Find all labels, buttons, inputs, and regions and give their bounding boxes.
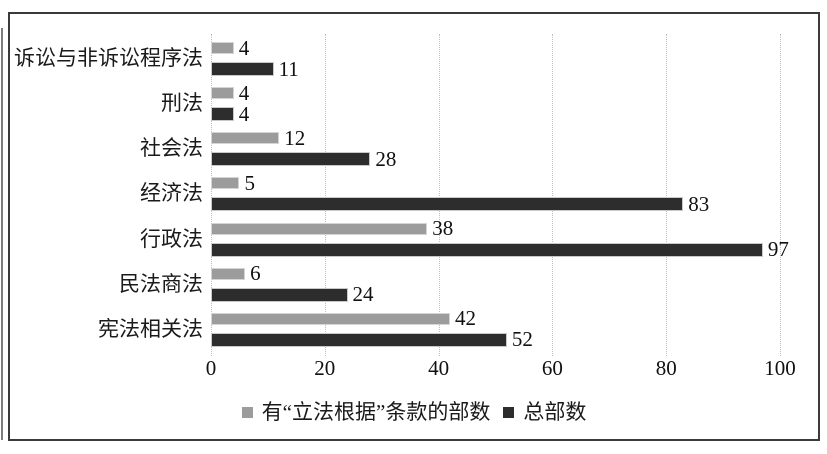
bar-value-label: 12 (284, 125, 306, 150)
bar-line: 52 (211, 329, 818, 350)
bar-series1 (211, 312, 450, 325)
left-edge-line (1, 28, 3, 440)
bar-line: 42 (211, 308, 818, 329)
category-row: 社会法 12 28 (10, 126, 818, 171)
bar-series1 (211, 222, 428, 235)
bar-rows: 诉讼与非诉讼程序法 4 11 刑法 4 4 社会法 12 28 经济法 5 83 行政法 38 97 民法商法… (10, 36, 818, 352)
bar-series2 (211, 242, 763, 257)
category-label: 行政法 (140, 226, 203, 251)
bar-series2 (211, 287, 348, 302)
bar-line: 5 (211, 170, 818, 195)
bar-group: 4 11 (211, 35, 818, 81)
x-axis-tick-label: 40 (428, 356, 450, 380)
bar-value-label: 6 (250, 261, 261, 286)
bar-value-label: 83 (688, 191, 710, 216)
bar-line: 12 (211, 125, 818, 150)
gridline (666, 34, 668, 356)
bar-series2 (211, 62, 274, 77)
bar-value-label: 42 (454, 306, 476, 331)
bar-line: 4 (211, 101, 818, 126)
bar-value-label: 24 (352, 282, 374, 307)
x-axis-tick-label: 80 (655, 356, 677, 380)
legend-item-series1: 有“立法根据”条款的部数 (241, 400, 491, 424)
bar-value-label: 4 (238, 35, 250, 60)
category-label: 社会法 (140, 136, 203, 161)
category-row: 刑法 4 4 (10, 81, 818, 126)
bar-series1 (211, 267, 246, 280)
gridline (324, 34, 326, 356)
category-row: 民法商法 6 24 (10, 262, 818, 307)
bar-series2 (211, 152, 371, 167)
gridline (438, 34, 440, 356)
x-axis-tick-label: 60 (541, 356, 563, 380)
bar-line: 24 (211, 284, 818, 305)
x-axis-tick-label: 20 (314, 356, 336, 380)
bar-value-label: 97 (767, 237, 789, 262)
gridline (552, 34, 554, 356)
bar-group: 38 97 (211, 218, 818, 260)
bar-group: 5 83 (211, 170, 818, 216)
category-row: 经济法 5 83 (10, 171, 818, 216)
category-row: 宪法相关法 42 52 (10, 307, 818, 352)
bar-line: 4 (211, 80, 818, 105)
bar-series2 (211, 107, 234, 122)
category-row: 诉讼与非诉讼程序法 4 11 (10, 36, 818, 81)
chart-frame: 诉讼与非诉讼程序法 4 11 刑法 4 4 社会法 12 28 经济法 5 83 行政法 38 97 民法商法… (8, 12, 820, 441)
legend-swatch-series2-icon (503, 407, 515, 418)
bar-value-label: 4 (238, 101, 250, 126)
legend: 有“立法根据”条款的部数 总部数 (10, 402, 818, 423)
category-label: 民法商法 (119, 271, 203, 296)
bar-group: 6 24 (211, 263, 818, 305)
bar-value-label: 52 (511, 327, 533, 352)
category-label: 宪法相关法 (98, 316, 203, 341)
bar-series1 (211, 42, 234, 55)
bar-line: 97 (211, 239, 818, 260)
bar-value-label: 28 (375, 146, 397, 171)
bar-series1 (211, 87, 234, 100)
legend-swatch-series1-icon (241, 407, 253, 418)
x-axis-tick-label: 0 (205, 356, 217, 380)
bar-line: 6 (211, 263, 818, 284)
bar-value-label: 11 (278, 56, 299, 81)
legend-label-series2: 总部数 (523, 400, 587, 424)
bar-series1 (211, 132, 280, 145)
legend-label-series1: 有“立法根据”条款的部数 (261, 400, 491, 424)
category-label: 经济法 (140, 181, 203, 206)
category-row: 行政法 38 97 (10, 217, 818, 262)
bar-line: 4 (211, 35, 818, 60)
gridline (780, 34, 781, 356)
bar-series1 (211, 177, 240, 190)
category-label: 诉讼与非诉讼程序法 (14, 46, 203, 71)
bar-group: 12 28 (211, 125, 818, 171)
category-label: 刑法 (161, 91, 203, 116)
bar-line: 11 (211, 56, 818, 81)
bar-line: 83 (211, 191, 818, 216)
bar-line: 38 (211, 218, 818, 239)
gridline (211, 34, 212, 356)
x-axis-tick-label: 100 (764, 356, 796, 380)
bar-line: 28 (211, 146, 818, 171)
legend-item-series2: 总部数 (503, 402, 586, 423)
bar-value-label: 38 (432, 216, 454, 241)
bar-value-label: 4 (238, 80, 250, 105)
bar-series2 (211, 197, 684, 212)
bar-group: 42 52 (211, 308, 818, 350)
bar-value-label: 5 (244, 170, 255, 195)
bar-series2 (211, 332, 507, 347)
